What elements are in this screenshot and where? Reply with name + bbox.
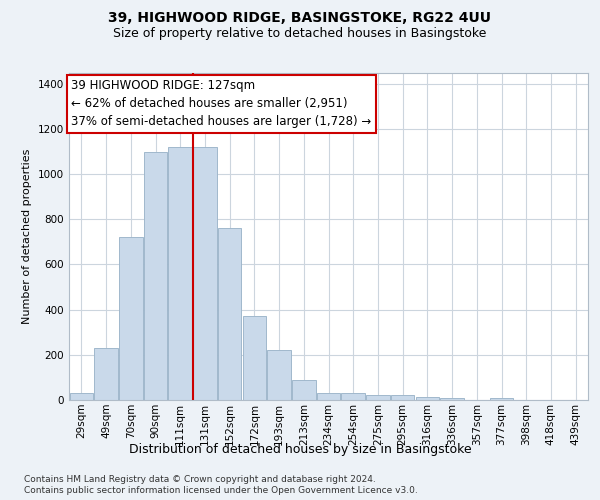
Bar bbox=[70, 393, 93, 400]
Bar bbox=[366, 396, 389, 400]
Bar bbox=[416, 396, 439, 400]
Bar bbox=[242, 316, 266, 400]
Bar bbox=[193, 147, 217, 400]
Bar bbox=[268, 350, 291, 400]
Bar bbox=[440, 398, 464, 400]
Text: 39 HIGHWOOD RIDGE: 127sqm
← 62% of detached houses are smaller (2,951)
37% of se: 39 HIGHWOOD RIDGE: 127sqm ← 62% of detac… bbox=[71, 80, 372, 128]
Text: 39, HIGHWOOD RIDGE, BASINGSTOKE, RG22 4UU: 39, HIGHWOOD RIDGE, BASINGSTOKE, RG22 4U… bbox=[109, 12, 491, 26]
Bar bbox=[169, 147, 192, 400]
Bar bbox=[119, 238, 143, 400]
Bar bbox=[94, 348, 118, 400]
Bar bbox=[317, 393, 340, 400]
Bar bbox=[391, 396, 415, 400]
Bar bbox=[341, 393, 365, 400]
Bar bbox=[218, 228, 241, 400]
Bar bbox=[490, 398, 513, 400]
Bar bbox=[144, 152, 167, 400]
Text: Contains public sector information licensed under the Open Government Licence v3: Contains public sector information licen… bbox=[24, 486, 418, 495]
Bar bbox=[292, 380, 316, 400]
Text: Contains HM Land Registry data © Crown copyright and database right 2024.: Contains HM Land Registry data © Crown c… bbox=[24, 475, 376, 484]
Y-axis label: Number of detached properties: Number of detached properties bbox=[22, 148, 32, 324]
Text: Distribution of detached houses by size in Basingstoke: Distribution of detached houses by size … bbox=[128, 442, 472, 456]
Text: Size of property relative to detached houses in Basingstoke: Size of property relative to detached ho… bbox=[113, 27, 487, 40]
